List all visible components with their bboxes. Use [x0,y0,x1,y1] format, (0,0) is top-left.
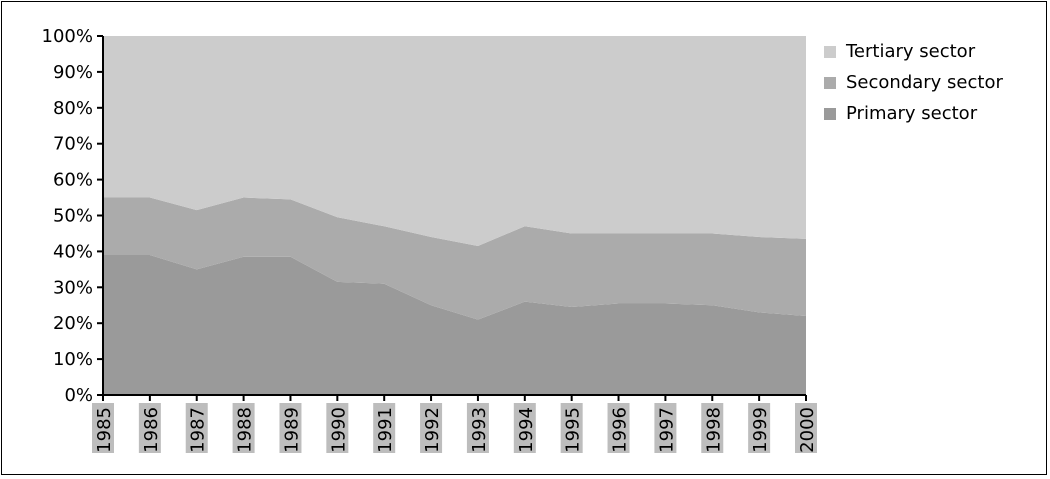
x-tick-label-bg [701,403,724,453]
y-tick-label: 80% [53,98,93,119]
x-tick-label-group: 1995 [560,403,584,453]
y-tick-label: 20% [53,313,93,334]
x-tick-label-group: 1987 [185,403,209,453]
x-tick-label: 1987 [188,407,209,453]
x-tick-label-bg [466,403,489,453]
x-tick-label: 1991 [375,407,396,453]
x-tick-label: 1993 [469,407,490,453]
x-tick-label-group: 1993 [466,403,490,453]
legend-label-secondary: Secondary sector [846,72,1003,93]
x-tick-label-bg [373,403,396,453]
y-tick-label: 60% [53,170,93,191]
x-tick-label: 1999 [750,407,771,453]
x-tick-label: 1990 [328,407,349,453]
x-tick-label: 1995 [563,407,584,453]
x-tick-label: 2000 [797,407,818,453]
y-tick-label: 70% [53,134,93,155]
y-tick-label: 40% [53,241,93,262]
x-tick-label-group: 2000 [795,403,818,453]
legend-swatch-primary [824,107,836,120]
x-tick-label: 1996 [610,407,631,453]
x-tick-label-group: 1994 [513,403,537,453]
x-tick-label: 1998 [703,407,724,453]
x-tick-label: 1989 [281,407,302,453]
x-tick-label: 1994 [516,407,537,453]
area-secondary-sector [103,197,806,320]
y-tick-label: 10% [53,349,93,370]
legend-label-tertiary: Tertiary sector [846,41,976,62]
legend-item-primary: Primary sector [824,98,1003,129]
area-primary-sector [103,254,806,395]
x-tick-label-bg [326,403,349,453]
x-tick-label: 1985 [94,407,115,453]
y-tick-label: 0% [64,385,93,406]
x-tick-label-bg [654,403,677,453]
x-tick-label-group: 1986 [138,403,162,453]
legend-swatch-tertiary [824,45,836,58]
x-tick-label-group: 1991 [373,403,396,453]
x-tick-label-group: 1996 [607,403,631,453]
x-tick-label-bg [420,403,443,453]
y-tick-label: 50% [53,206,93,227]
x-tick-label: 1986 [141,407,162,453]
area-tertiary-sector [103,36,806,247]
x-tick-label: 1988 [235,407,256,453]
x-tick-label-group: 1998 [701,403,724,453]
x-tick-label-bg [513,403,536,453]
x-tick-label-group: 1990 [326,403,349,453]
x-tick-label: 1992 [422,407,443,453]
x-tick-label-group: 1997 [654,403,677,453]
x-tick-label-group: 1988 [232,403,256,453]
y-tick-label: 90% [53,62,93,83]
x-tick-label-group: 1992 [420,403,443,453]
x-tick-label-group: 1989 [279,403,302,453]
x-tick-label-group: 1985 [92,403,115,453]
x-tick-label-bg [279,403,302,453]
y-tick-label: 100% [42,26,93,47]
x-tick-label-bg [185,403,208,453]
x-tick-label-bg [92,403,114,453]
x-tick-label: 1997 [656,407,677,453]
x-tick-label-group: 1999 [748,403,771,453]
x-tick-label-bg [607,403,630,453]
y-tick-label: 30% [53,277,93,298]
x-tick-label-bg [795,403,817,453]
legend-item-tertiary: Tertiary sector [824,36,1003,67]
legend-label-primary: Primary sector [846,103,978,124]
x-tick-label-bg [232,403,255,453]
x-tick-label-bg [138,403,161,453]
legend: Tertiary sector Secondary sector Primary… [824,36,1003,129]
x-tick-label-bg [560,403,583,453]
legend-item-secondary: Secondary sector [824,67,1003,98]
x-tick-label-bg [748,403,771,453]
legend-swatch-secondary [824,76,836,89]
